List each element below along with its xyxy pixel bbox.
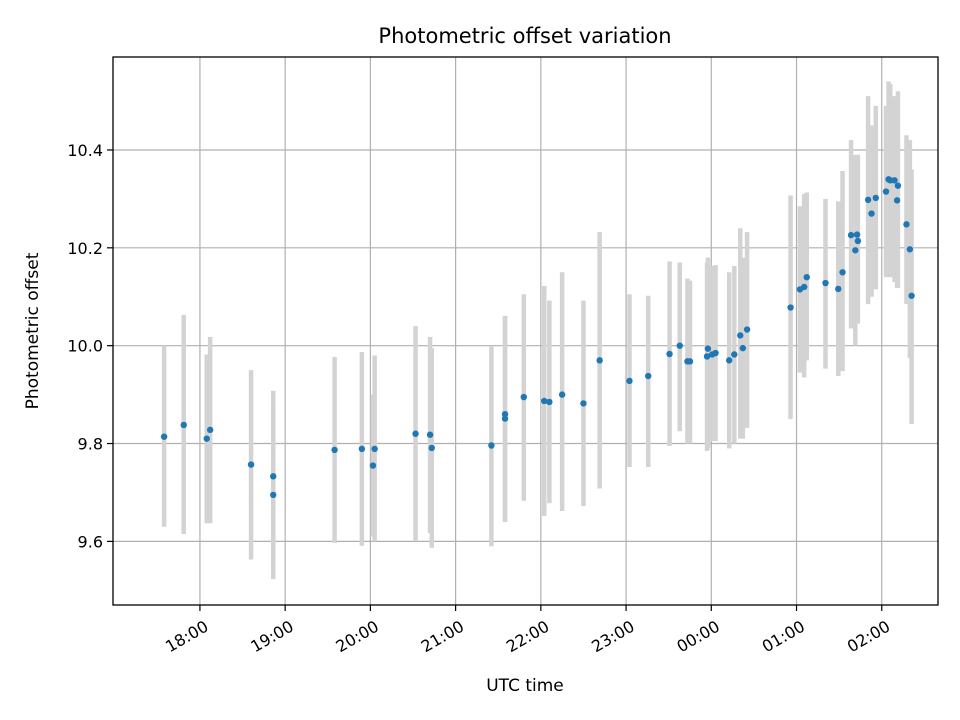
data-point	[882, 188, 890, 195]
data-point	[725, 357, 733, 364]
data-point	[868, 210, 875, 217]
data-point	[853, 231, 861, 238]
data-point	[645, 372, 652, 380]
data-point	[906, 246, 914, 253]
data-point	[864, 196, 872, 204]
y-tick-label: 9.8	[78, 435, 103, 454]
data-point	[908, 292, 915, 299]
data-point	[872, 194, 879, 202]
y-tick-label: 9.6	[78, 532, 103, 551]
data-point	[839, 269, 846, 276]
data-point	[160, 433, 168, 440]
data-point	[686, 358, 694, 365]
y-tick-label: 10.0	[67, 337, 103, 356]
data-point	[731, 351, 738, 358]
data-point	[835, 285, 842, 293]
data-point	[803, 273, 810, 281]
data-point	[541, 397, 548, 405]
data-point	[626, 377, 633, 385]
x-axis-label: UTC time	[486, 676, 564, 696]
data-point	[501, 415, 509, 422]
data-point	[180, 421, 187, 429]
data-point	[369, 462, 377, 469]
data-point	[270, 473, 277, 480]
data-point	[903, 221, 910, 228]
data-point	[270, 491, 277, 499]
data-point	[676, 342, 683, 349]
data-point	[596, 357, 603, 364]
data-point	[488, 442, 495, 449]
data-point	[580, 400, 587, 407]
data-point	[546, 398, 553, 406]
data-point	[558, 391, 566, 398]
data-point	[704, 345, 712, 352]
point-layer	[160, 176, 915, 499]
data-point	[206, 426, 214, 434]
data-point	[371, 445, 378, 453]
data-point	[822, 279, 829, 287]
data-point	[247, 461, 255, 468]
data-point	[894, 182, 902, 189]
data-point	[743, 326, 751, 333]
data-point	[331, 446, 338, 454]
y-tick-label: 10.2	[67, 239, 103, 258]
data-point	[739, 344, 747, 352]
data-point	[666, 350, 673, 358]
y-axis-label: Photometric offset	[23, 252, 43, 409]
data-point	[737, 332, 744, 339]
data-point	[358, 445, 366, 453]
data-point	[712, 349, 719, 357]
data-point	[428, 444, 435, 452]
data-point	[800, 283, 808, 291]
y-tick-label: 10.4	[67, 141, 103, 160]
data-point	[703, 353, 711, 360]
data-point	[203, 435, 210, 442]
data-point	[854, 237, 862, 245]
data-point	[891, 177, 898, 184]
data-point	[412, 430, 419, 437]
data-point	[893, 197, 901, 204]
plot-frame	[112, 56, 939, 606]
data-point	[501, 410, 509, 418]
data-point	[787, 304, 794, 311]
data-point	[852, 247, 859, 254]
data-point	[847, 231, 855, 239]
data-point	[520, 393, 527, 401]
chart-title: Photometric offset variation	[378, 24, 671, 48]
data-point	[426, 431, 434, 438]
